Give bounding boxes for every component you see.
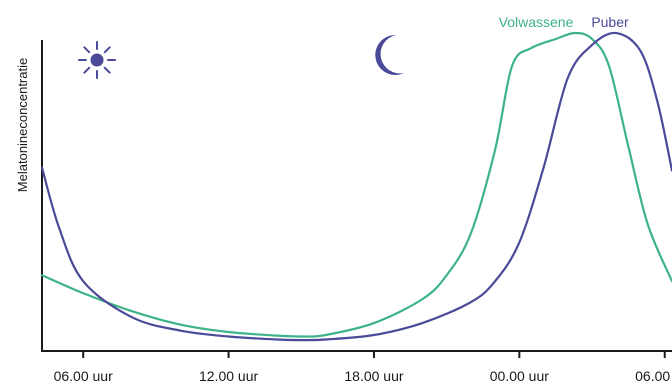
x-tick-label: 06.00 uur [635, 368, 672, 384]
x-tick-label: 12.00 uur [199, 368, 258, 384]
x-tick-label: 06.00 uur [54, 368, 113, 384]
x-tick-label: 00.00 uur [490, 368, 549, 384]
axes [41, 40, 672, 352]
series-line-volwassene [40, 31, 672, 338]
y-axis-label: Melatonineconcentratie [15, 58, 30, 192]
series-line-puber [40, 31, 672, 342]
legend-entry-volwassene: Volwassene [499, 14, 574, 30]
x-tick-label: 18.00 uur [344, 368, 403, 384]
series-layer [40, 31, 672, 342]
moon-icon [375, 34, 404, 75]
legend: Volwassene Puber [499, 14, 629, 30]
sun-icon [78, 41, 116, 79]
x-ticks: 06.00 uur 12.00 uur 18.00 uur 00.00 uur 06.0… [54, 351, 672, 384]
legend-entry-puber: Puber [591, 14, 629, 30]
